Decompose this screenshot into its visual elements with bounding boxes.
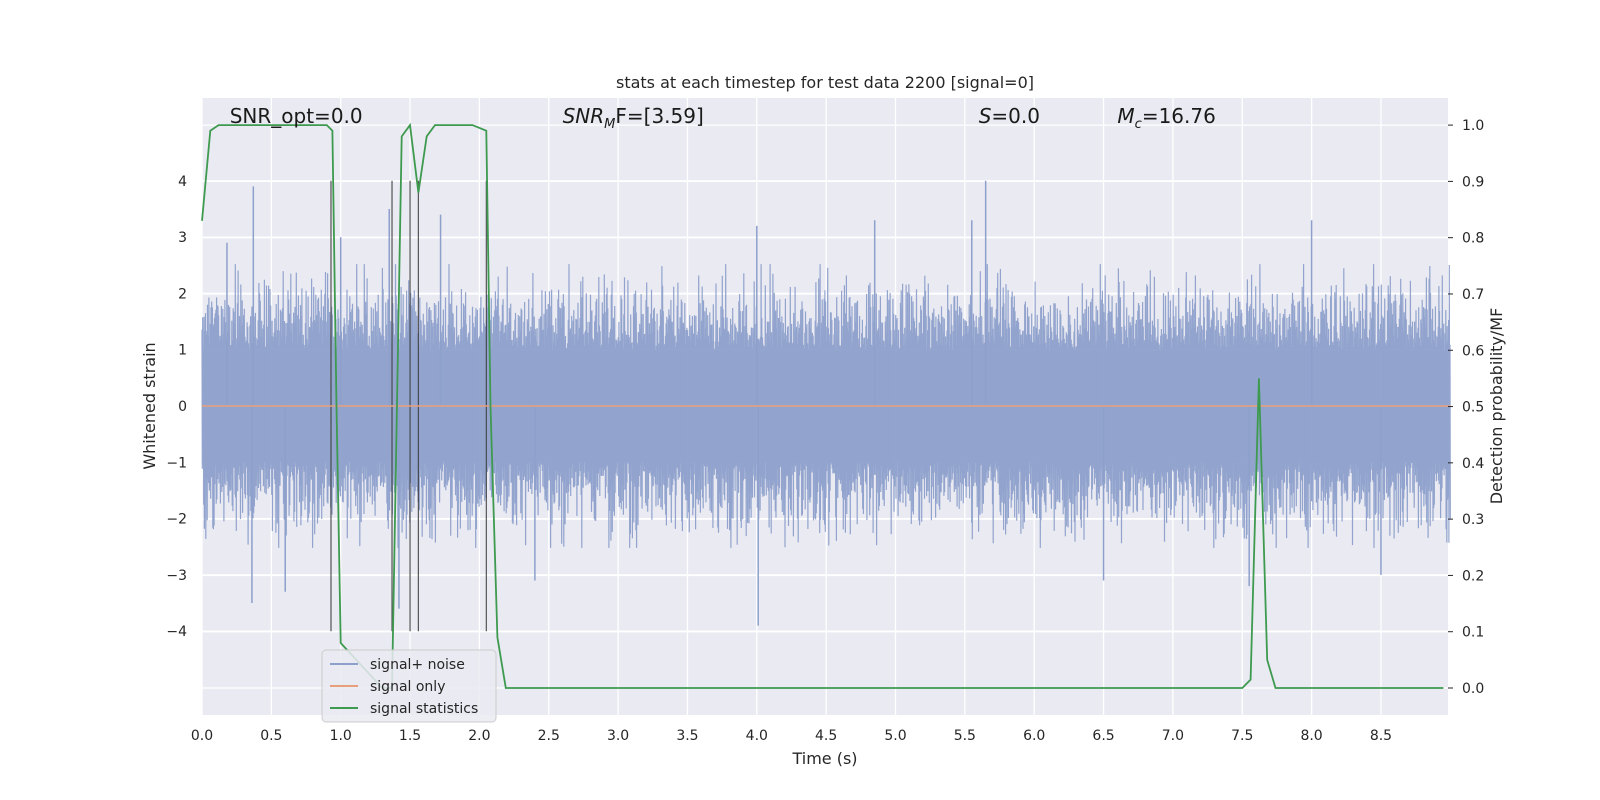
- y2-tick-label: 0.0: [1462, 681, 1484, 697]
- x-tick-label: 3.0: [607, 728, 629, 744]
- y-tick-label: 2: [178, 286, 187, 302]
- x-tick-label: 2.5: [538, 728, 560, 744]
- legend-label: signal statistics: [370, 701, 478, 717]
- y2-tick-label: 0.3: [1462, 512, 1484, 528]
- y2-axis-label: Detection probability/MF: [1487, 308, 1506, 505]
- x-tick-label: 0.0: [191, 728, 213, 744]
- x-tick-label: 5.5: [954, 728, 976, 744]
- annotations: SNR_opt=0.0 SNRMF=[3.59] S=0.0 Mc=16.76: [230, 104, 1216, 132]
- y2-tick-label: 0.8: [1462, 231, 1484, 247]
- y2-tick-label: 0.2: [1462, 568, 1484, 584]
- x-tick-label: 0.5: [260, 728, 282, 744]
- x-tick-label: 7.5: [1231, 728, 1253, 744]
- y-axis-label: Whitened strain: [140, 342, 159, 469]
- y-tick-label: −3: [166, 568, 187, 584]
- tick-labels: 0.0 0.5 1.0 1.5 2.0 2.5 3.0 3.5 4.0 4.5 5.0 5.5 6.0 6…: [166, 118, 1484, 744]
- y2-tick-label: 0.9: [1462, 174, 1484, 190]
- signal-statistics-line: [201, 122, 1444, 689]
- x-tick-label: 8.5: [1370, 728, 1392, 744]
- annotation-text: SNRMF=[3.59]: [563, 104, 704, 132]
- x-tick-label: 6.0: [1023, 728, 1045, 744]
- y-tick-label: −4: [166, 624, 187, 640]
- x-tick-label: 1.0: [330, 728, 352, 744]
- line-series: [201, 122, 1451, 689]
- y2-tick-label: 0.7: [1462, 287, 1484, 303]
- x-tick-label: 7.0: [1162, 728, 1184, 744]
- y2-tick-label: 0.4: [1462, 456, 1484, 472]
- legend: signal+ noise signal only signal statistic…: [321, 649, 497, 723]
- x-axis-label: Time (s): [791, 749, 857, 768]
- annotation-text: Mc=16.76: [1117, 104, 1215, 132]
- signal-noise-series: [201, 180, 1451, 626]
- y-tick-label: 1: [178, 343, 187, 359]
- x-tick-label: 4.5: [815, 728, 837, 744]
- y2-tick-label: 1.0: [1462, 118, 1484, 134]
- x-tick-label: 8.0: [1300, 728, 1322, 744]
- x-tick-label: 6.5: [1092, 728, 1114, 744]
- y2-tick-label: 0.1: [1462, 625, 1484, 641]
- y2-tick-label: 0.6: [1462, 343, 1484, 359]
- legend-label: signal only: [370, 679, 445, 695]
- y-tick-label: −1: [166, 455, 187, 471]
- x-tick-label: 2.0: [468, 728, 490, 744]
- y-tick-label: −2: [166, 512, 187, 528]
- legend-box: [321, 649, 497, 723]
- chart-title: stats at each timestep for test data 220…: [616, 73, 1034, 92]
- y-tick-label: 4: [178, 174, 187, 190]
- x-tick-label: 5.0: [884, 728, 906, 744]
- x-tick-label: 3.5: [676, 728, 698, 744]
- legend-label: signal+ noise: [370, 657, 465, 673]
- y2-tick-label: 0.5: [1462, 400, 1484, 416]
- annotation-text: S=0.0: [979, 104, 1040, 128]
- y-tick-label: 0: [178, 399, 187, 415]
- y-tick-label: 3: [178, 230, 187, 246]
- x-tick-label: 1.5: [399, 728, 421, 744]
- x-tick-label: 4.0: [746, 728, 768, 744]
- annotation-text: SNR_opt=0.0: [230, 104, 363, 128]
